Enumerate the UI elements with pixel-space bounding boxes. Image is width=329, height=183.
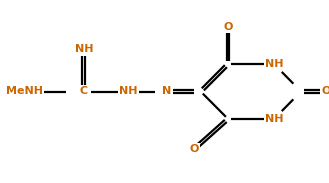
Text: NH: NH xyxy=(119,87,138,96)
Text: MeNH: MeNH xyxy=(6,87,43,96)
Text: O: O xyxy=(190,144,199,154)
Text: O: O xyxy=(321,87,329,96)
Text: NH: NH xyxy=(265,59,283,69)
Text: NH: NH xyxy=(75,44,93,54)
Text: C: C xyxy=(80,87,88,96)
Text: O: O xyxy=(223,22,233,31)
Text: NH: NH xyxy=(265,114,283,124)
Text: N: N xyxy=(162,87,171,96)
